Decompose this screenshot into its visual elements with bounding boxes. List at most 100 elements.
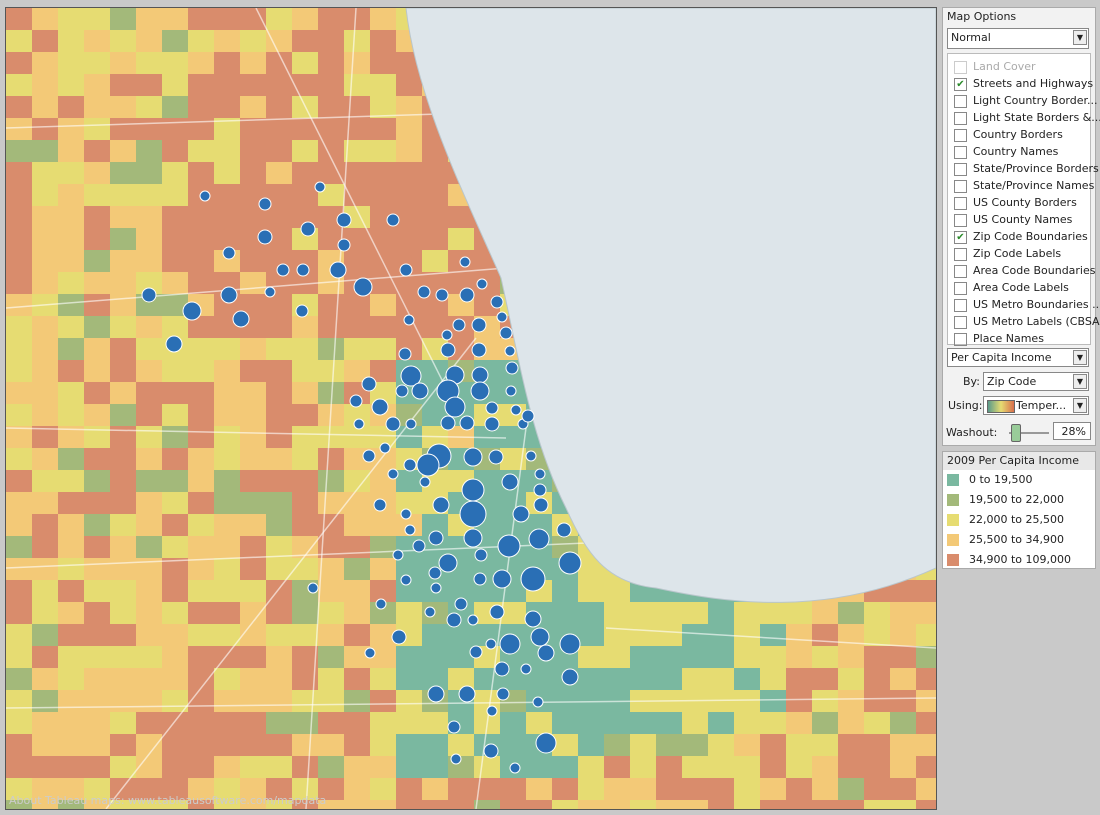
- zip-region: [84, 8, 111, 31]
- income-marker: [276, 263, 290, 277]
- income-marker: [362, 449, 376, 463]
- zip-region: [162, 162, 189, 185]
- income-marker: [534, 468, 546, 480]
- zip-region: [110, 470, 137, 493]
- dropdown-arrow[interactable]: ▼: [1073, 398, 1087, 413]
- zip-region: [136, 52, 163, 75]
- income-marker: [438, 553, 458, 573]
- zip-region: [344, 800, 371, 809]
- zip-region: [110, 250, 137, 273]
- zip-region: [318, 602, 345, 625]
- zip-region: [110, 8, 137, 31]
- checkbox[interactable]: [954, 298, 967, 312]
- zip-region: [760, 756, 787, 779]
- checkbox[interactable]: [954, 111, 967, 125]
- zip-region: [682, 646, 709, 669]
- zip-region: [6, 140, 33, 163]
- washout-input[interactable]: 28%: [1053, 422, 1091, 440]
- income-marker: [467, 614, 479, 626]
- zip-region: [552, 800, 579, 809]
- zip-region: [58, 448, 85, 471]
- checkbox[interactable]: [954, 264, 967, 278]
- checkbox[interactable]: [954, 315, 967, 329]
- zip-region: [578, 756, 605, 779]
- zip-region: [240, 624, 267, 647]
- zip-region: [58, 778, 85, 801]
- zip-region: [344, 96, 371, 119]
- layer-row: Area Code Boundaries: [954, 264, 1096, 280]
- checkbox[interactable]: [954, 213, 967, 227]
- washout-label: Washout:: [946, 426, 998, 439]
- layer-row: Light State Borders &...: [954, 111, 1100, 127]
- checkbox[interactable]: [954, 196, 967, 210]
- zip-region: [214, 712, 241, 735]
- legend-label: 25,500 to 34,900: [969, 533, 1065, 546]
- dropdown-value: Normal: [951, 31, 991, 44]
- checkbox[interactable]: [954, 60, 967, 74]
- zip-region: [916, 624, 936, 647]
- checkbox[interactable]: [954, 94, 967, 108]
- zip-region: [344, 52, 371, 75]
- checkbox[interactable]: [954, 145, 967, 159]
- zip-region: [266, 118, 293, 141]
- checkbox[interactable]: [954, 332, 967, 346]
- income-marker: [373, 498, 387, 512]
- zip-region: [266, 228, 293, 251]
- zip-region: [32, 8, 59, 31]
- zip-region: [630, 756, 657, 779]
- dropdown-arrow[interactable]: ▼: [1073, 374, 1087, 389]
- using-dropdown[interactable]: Temper... ▼: [983, 396, 1089, 415]
- by-dropdown[interactable]: Zip Code ▼: [983, 372, 1089, 391]
- income-marker: [485, 401, 499, 415]
- zip-region: [266, 404, 293, 427]
- dropdown-value: Temper...: [1016, 399, 1067, 412]
- zip-region: [84, 712, 111, 735]
- checkbox[interactable]: [954, 179, 967, 193]
- zip-region: [292, 426, 319, 449]
- zip-region: [396, 668, 423, 691]
- checkbox[interactable]: ✔: [954, 230, 967, 244]
- income-marker: [430, 582, 442, 594]
- zip-region: [474, 778, 501, 801]
- checkbox[interactable]: [954, 128, 967, 142]
- dropdown-arrow[interactable]: ▼: [1073, 30, 1087, 45]
- zip-region: [838, 756, 865, 779]
- zip-region: [838, 712, 865, 735]
- zip-region: [630, 646, 657, 669]
- layer-label: Area Code Boundaries: [973, 264, 1096, 277]
- income-marker: [476, 278, 488, 290]
- legend-item: 19,500 to 22,000: [947, 493, 1064, 506]
- data-layer-dropdown[interactable]: Per Capita Income ▼: [947, 348, 1089, 367]
- checkbox[interactable]: [954, 281, 967, 295]
- zip-region: [266, 712, 293, 735]
- zip-region: [760, 734, 787, 757]
- zip-region: [708, 800, 735, 809]
- zip-region: [188, 272, 215, 295]
- dropdown-arrow[interactable]: ▼: [1073, 350, 1087, 365]
- layer-row: Country Borders: [954, 128, 1063, 144]
- zip-region: [162, 800, 189, 809]
- zip-region: [162, 30, 189, 53]
- zip-region: [136, 756, 163, 779]
- zip-region: [448, 228, 475, 251]
- legend-label: 19,500 to 22,000: [969, 493, 1065, 506]
- income-marker: [307, 582, 319, 594]
- zip-region: [812, 734, 839, 757]
- zip-region: [162, 448, 189, 471]
- checkbox[interactable]: ✔: [954, 77, 967, 91]
- zip-region: [84, 30, 111, 53]
- zip-region: [214, 74, 241, 97]
- zip-region: [318, 8, 345, 31]
- zip-region: [240, 52, 267, 75]
- washout-slider[interactable]: [1011, 424, 1021, 442]
- zip-region: [292, 624, 319, 647]
- checkbox[interactable]: [954, 247, 967, 261]
- income-marker: [141, 287, 157, 303]
- checkbox[interactable]: [954, 162, 967, 176]
- zip-region: [604, 756, 631, 779]
- zip-region: [370, 360, 397, 383]
- zip-region: [396, 118, 423, 141]
- zip-region: [58, 470, 85, 493]
- zip-region: [292, 382, 319, 405]
- map-style-dropdown[interactable]: Normal ▼: [947, 28, 1089, 49]
